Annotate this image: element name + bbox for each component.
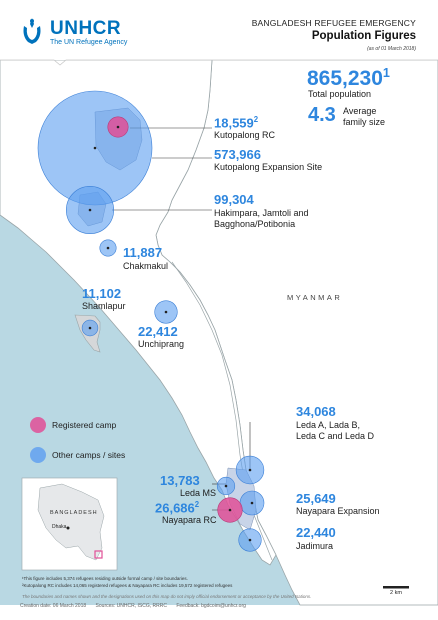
nayapara-rc-name: Nayapara RC	[162, 515, 217, 525]
chakmakul-name: Chakmakul	[123, 261, 169, 271]
leda-name-line2: Leda C and Leda D	[296, 431, 375, 441]
expansion-site-population: 573,966	[214, 147, 261, 162]
leda-name-line1: Leda A, Lada B,	[296, 420, 361, 430]
family-size-value: 4.3	[308, 104, 336, 126]
shamlapur-center-dot	[88, 326, 92, 330]
sources: Sources: UNHCR, ISCG, RRRC	[95, 603, 167, 609]
nayapara-expansion-center-dot	[250, 501, 254, 505]
unchiprang-population: 22,412	[138, 324, 178, 339]
expansion-site-name: Kutopalong Expansion Site	[214, 162, 323, 172]
footer-meta: Creation date: 06 March 2018 Sources: UN…	[20, 603, 254, 609]
unchiprang-center-dot	[164, 310, 168, 314]
kutopalong-expansion-center-dot	[93, 146, 97, 150]
shamlapur-population: 11,102	[82, 286, 122, 301]
inset-location-marker	[94, 550, 103, 559]
total-population-value: 865,2301	[307, 66, 390, 90]
jadimura-name: Jadimura	[296, 541, 334, 551]
chakmakul-population: 11,887	[123, 245, 163, 260]
hakimpara-population: 99,304	[214, 192, 254, 207]
leda-ms-name: Leda MS	[180, 488, 217, 498]
legend-swatches	[30, 417, 46, 463]
footnote-2: ²Kutopalong RC includes 14,065 registere…	[22, 583, 233, 588]
leda-center-dot	[248, 468, 252, 472]
page-title: BANGLADESH REFUGEE EMERGENCY	[251, 18, 416, 28]
total-population-label: Total population	[308, 89, 372, 99]
footnote-marker-1: 1	[382, 66, 390, 80]
family-size-label-2: family size	[343, 117, 386, 127]
unhcr-logo-icon	[23, 18, 41, 44]
inset-city-label: Dhaka	[52, 524, 67, 530]
creation-date: Creation date: 06 March 2018	[20, 603, 87, 609]
kutopalong-rc-population: 18,5592	[214, 115, 259, 131]
as-of-date: (as of 01 March 2018)	[367, 46, 416, 52]
inset-dhaka-dot	[66, 526, 70, 530]
chakmakul-center-dot	[106, 246, 110, 250]
org-name: UNHCR	[50, 18, 122, 39]
nayapara-rc-center-dot	[228, 508, 232, 512]
leda-ms-population: 13,783	[160, 473, 200, 488]
footnote-marker-2b: 2	[194, 500, 200, 509]
header-divider-notch	[0, 59, 438, 66]
myanmar-label: MYANMAR	[287, 293, 343, 302]
legend-other-swatch	[30, 447, 46, 463]
footnote-1: ¹This figure includes 5,374 refugees res…	[22, 576, 188, 581]
nayapara-rc-population: 26,6862	[155, 500, 200, 516]
inset-country-label: BANGLADESH	[50, 510, 98, 516]
disclaimer: The boundaries and names shown and the d…	[22, 594, 312, 599]
jadimura-population: 22,440	[296, 525, 336, 540]
unchiprang-name: Unchiprang	[138, 339, 185, 349]
kutopalong-rc-center-dot	[116, 125, 120, 129]
legend-registered-label: Registered camp	[52, 420, 117, 430]
nayapara-expansion-population: 25,649	[296, 491, 336, 506]
inset-bangladesh	[37, 483, 105, 561]
hakimpara-center-dot	[88, 208, 92, 212]
legend-registered-swatch	[30, 417, 46, 433]
feedback-link[interactable]: Feedback: bgdcoim@unhcr.org	[176, 603, 246, 609]
hakimpara-name-line2: Bagghona/Potibonia	[214, 219, 296, 229]
scale-bar	[383, 586, 409, 589]
footnote-marker-2: 2	[253, 115, 259, 124]
shamlapur-name: Shamlapur	[82, 301, 126, 311]
kutopalong-rc-name: Kutopalong RC	[214, 130, 276, 140]
org-tagline: The UN Refugee Agency	[50, 39, 128, 46]
header-bar: UNHCR The UN Refugee Agency BANGLADESH R…	[0, 0, 438, 66]
leda-population: 34,068	[296, 404, 336, 419]
page-subtitle: Population Figures	[311, 30, 416, 42]
nayapara-expansion-name: Nayapara Expansion	[296, 506, 380, 516]
leda-ms-center-dot	[224, 484, 228, 488]
jadimura-center-dot	[248, 538, 252, 542]
scale-label: 2 km	[390, 590, 402, 596]
hakimpara-name-line1: Hakimpara, Jamtoli and	[214, 208, 309, 218]
family-size-label-1: Average	[343, 106, 377, 116]
legend-other-label: Other camps / sites	[52, 450, 126, 460]
